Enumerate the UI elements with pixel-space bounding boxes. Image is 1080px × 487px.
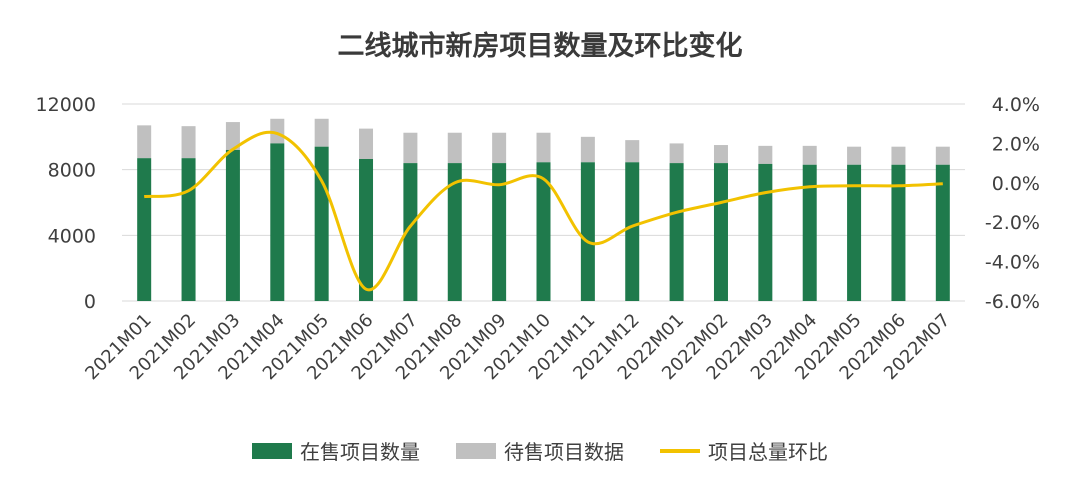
chart-title: 二线城市新房项目数量及环比变化	[337, 31, 743, 62]
bar-pending	[270, 118, 285, 144]
bar-pending	[359, 128, 374, 159]
bar-pending	[847, 146, 862, 165]
bar-onsale	[802, 164, 817, 301]
legend-item-pending[interactable]: 待售项目数据	[456, 436, 624, 465]
legend-label-pending: 待售项目数据	[504, 440, 624, 464]
bar-onsale	[181, 158, 196, 301]
bar-pending	[225, 122, 240, 150]
bar-onsale	[669, 163, 684, 301]
bar-onsale	[137, 158, 152, 301]
y-left-tick-label: 4000	[48, 225, 96, 247]
y-left-tick-label: 8000	[48, 160, 96, 182]
series-line-mom	[143, 130, 943, 292]
bar-onsale	[536, 162, 551, 301]
bar-pending	[536, 132, 551, 163]
bar-pending	[758, 145, 773, 164]
legend-item-onsale[interactable]: 在售项目数量	[252, 436, 420, 465]
y-left-tick-label: 0	[84, 291, 96, 313]
bar-pending	[314, 118, 329, 147]
bar-pending	[669, 143, 684, 164]
bar-pending	[802, 145, 817, 165]
bar-pending	[935, 146, 950, 165]
bar-onsale	[758, 163, 773, 301]
bar-onsale	[891, 164, 906, 301]
legend-swatch-onsale	[252, 442, 292, 459]
bar-pending	[891, 146, 906, 165]
bar-onsale	[447, 163, 462, 301]
bar-onsale	[492, 163, 507, 301]
legend-label-mom: 项目总量环比	[708, 440, 828, 464]
y-right-tick-label: 0.0%	[992, 173, 1040, 195]
bar-onsale	[270, 143, 285, 301]
y-right-tick-label: -6.0%	[985, 291, 1040, 313]
bar-pending	[713, 145, 728, 164]
bar-pending	[403, 132, 418, 164]
y-right-tick-label: -4.0%	[985, 252, 1040, 274]
bar-onsale	[625, 162, 640, 301]
bar-onsale	[225, 149, 240, 301]
bar-pending	[580, 136, 595, 163]
bar-onsale	[713, 163, 728, 301]
legend-label-onsale: 在售项目数量	[300, 440, 420, 464]
legend-swatch-mom	[660, 448, 700, 453]
legend-item-mom[interactable]: 项目总量环比	[660, 436, 828, 465]
bar-onsale	[403, 163, 418, 301]
legend: 在售项目数量 待售项目数据 项目总量环比	[0, 436, 1080, 465]
bar-onsale	[935, 164, 950, 301]
bar-pending	[492, 132, 507, 164]
legend-swatch-pending	[456, 442, 496, 459]
y-right-tick-label: 2.0%	[992, 133, 1040, 155]
bar-pending	[625, 140, 640, 163]
bar-pending	[447, 132, 462, 164]
bar-pending	[181, 126, 196, 159]
bar-onsale	[580, 162, 595, 301]
y-right-tick-label: 4.0%	[992, 94, 1040, 116]
y-right-tick-label: -2.0%	[985, 212, 1040, 234]
bar-onsale	[359, 158, 374, 301]
bar-onsale	[847, 164, 862, 301]
bar-pending	[137, 125, 152, 159]
y-left-tick-label: 12000	[36, 94, 96, 116]
